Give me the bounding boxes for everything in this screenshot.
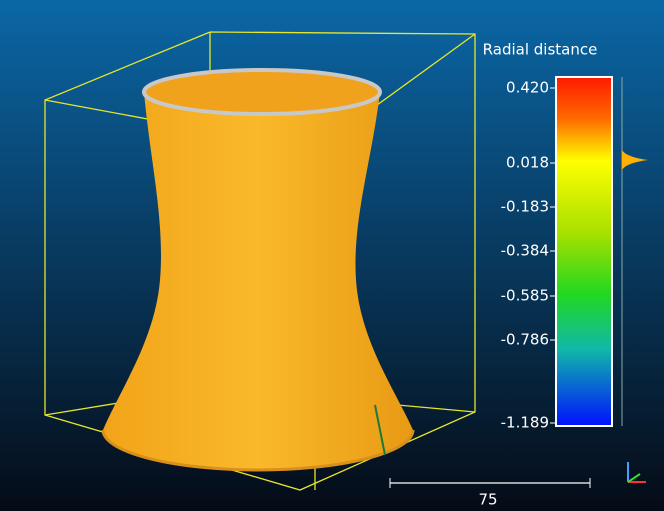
scale-tick-label: -0.786 [501,331,549,349]
scale-tick-label: 0.018 [506,154,549,172]
scale-tick-label: 0.420 [506,79,549,97]
tower-rim [144,70,380,114]
scale-tick-label: -0.384 [501,242,549,260]
viewport: Radial distance 0.420 0.018 -0.183 -0.384 -0… [0,0,664,511]
scale-tick-label: -0.585 [501,287,549,305]
color-bar [556,77,612,426]
scale-tick-label: -1.189 [501,414,549,432]
scale-title: Radial distance [483,41,598,59]
scale-tick-label: -0.183 [501,198,549,216]
scale-bar-label: 75 [478,491,497,509]
